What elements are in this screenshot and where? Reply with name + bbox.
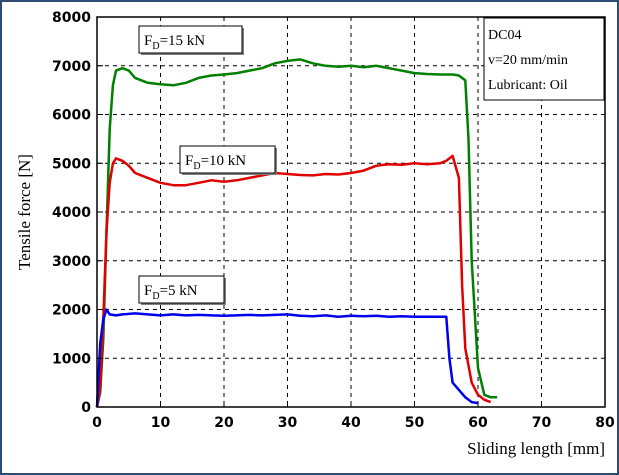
condition-annotation: DC04 v=20 mm/min Lubricant: Oil [483, 17, 605, 101]
label-5kn: FD=5 kN [138, 275, 226, 305]
x-tick-labels: 0 10 20 30 40 50 60 70 80 [92, 415, 615, 431]
x-tick-label: 10 [151, 415, 171, 431]
x-axis-label: Sliding length [mm] [467, 439, 605, 458]
x-tick-label: 20 [214, 415, 234, 431]
y-axis-label: Tensile force [N] [15, 154, 34, 270]
y-tick-label: 3000 [52, 254, 91, 270]
annotation-box [483, 17, 605, 101]
label-box [138, 275, 225, 304]
y-tick-label: 6000 [52, 108, 91, 124]
label-15kn: FD=15 kN [138, 25, 244, 55]
y-tick-label: 0 [81, 400, 91, 416]
y-tick-labels: 0 1000 2000 3000 4000 5000 6000 7000 8000 [52, 10, 91, 416]
label-subscript: D [193, 161, 200, 172]
label-subscript: D [152, 41, 159, 52]
grid-lines [97, 17, 605, 407]
x-tick-label: 40 [341, 415, 361, 431]
y-tick-label: 4000 [52, 205, 91, 221]
annotation-speed: v=20 mm/min [488, 53, 568, 68]
x-tick-label: 50 [405, 415, 425, 431]
label-symbol: F [144, 33, 152, 49]
label-text: FD=15 kN [144, 33, 205, 52]
y-tick-label: 7000 [52, 59, 91, 75]
series-line-10kn [95, 154, 492, 408]
y-tick-label: 5000 [52, 156, 91, 172]
label-value: =5 kN [160, 283, 198, 299]
y-tick-label: 8000 [52, 10, 91, 26]
label-subscript: D [152, 291, 159, 302]
axis-ticks [96, 16, 606, 408]
x-tick-label: 80 [595, 415, 615, 431]
series-layer [95, 58, 498, 408]
label-symbol: F [144, 283, 152, 299]
annotation-lubricant: Lubricant: Oil [488, 78, 568, 93]
label-text: FD=5 kN [144, 283, 198, 302]
label-10kn: FD=10 kN [179, 145, 277, 175]
annotation-material: DC04 [488, 28, 521, 43]
series-line-15kn [95, 58, 498, 408]
label-value: =15 kN [160, 33, 206, 49]
x-tick-label: 30 [278, 415, 298, 431]
label-value: =10 kN [201, 153, 247, 169]
label-text: FD=10 kN [185, 153, 246, 172]
label-box [138, 25, 243, 54]
x-tick-label: 0 [92, 415, 102, 431]
y-tick-label: 1000 [52, 351, 91, 367]
label-box [179, 145, 276, 174]
y-tick-label: 2000 [52, 303, 91, 319]
label-symbol: F [185, 153, 193, 169]
x-tick-label: 60 [468, 415, 488, 431]
x-tick-label: 70 [532, 415, 552, 431]
series-line-5kn [95, 308, 479, 408]
